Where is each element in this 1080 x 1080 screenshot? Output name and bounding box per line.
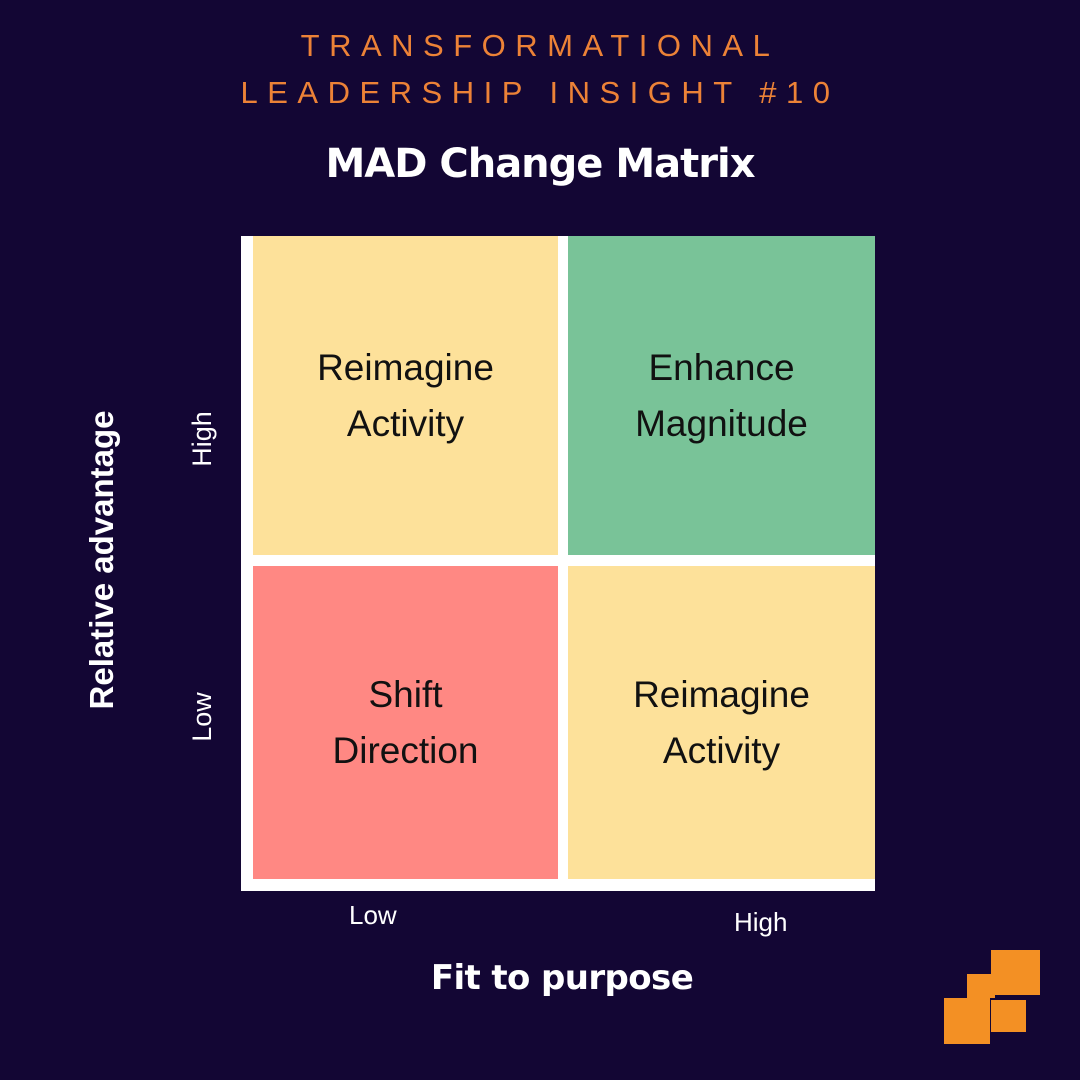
series-title-line-1: TRANSFORMATIONAL — [300, 28, 780, 63]
quadrant-top-right-line-1: Enhance — [648, 346, 795, 388]
quadrant-bottom-left-line-1: Shift — [368, 673, 443, 715]
stacked-squares-logo-icon — [944, 950, 1040, 1044]
y-tick-low: Low — [187, 692, 217, 742]
quadrant-top-left-line-2: Activity — [346, 402, 465, 444]
quadrant-bottom-left-line-2: Direction — [332, 729, 479, 771]
quadrant-top-right: Enhance Magnitude — [568, 236, 875, 555]
quadrant-bottom-right-line-2: Activity — [662, 729, 781, 771]
series-title-line-2: LEADERSHIP INSIGHT #10 — [240, 75, 840, 110]
quadrant-bottom-right: Reimagine Activity — [568, 566, 875, 879]
x-axis-title: Fit to purpose — [430, 958, 694, 998]
quadrant-bottom-right-line-1: Reimagine — [633, 673, 810, 715]
y-axis-title: Relative advantage — [83, 410, 120, 710]
matrix-title: MAD Change Matrix — [325, 141, 755, 187]
quadrant-bottom-left: Shift Direction — [253, 566, 558, 879]
quadrant-top-left-line-1: Reimagine — [317, 346, 494, 388]
quadrant-top-right-line-2: Magnitude — [635, 402, 808, 444]
x-tick-high: High — [734, 907, 788, 937]
y-tick-high: High — [187, 411, 217, 467]
change-matrix: Reimagine Activity Enhance Magnitude Shi… — [241, 236, 875, 891]
quadrant-top-left: Reimagine Activity — [253, 236, 558, 555]
x-tick-low: Low — [349, 900, 397, 930]
